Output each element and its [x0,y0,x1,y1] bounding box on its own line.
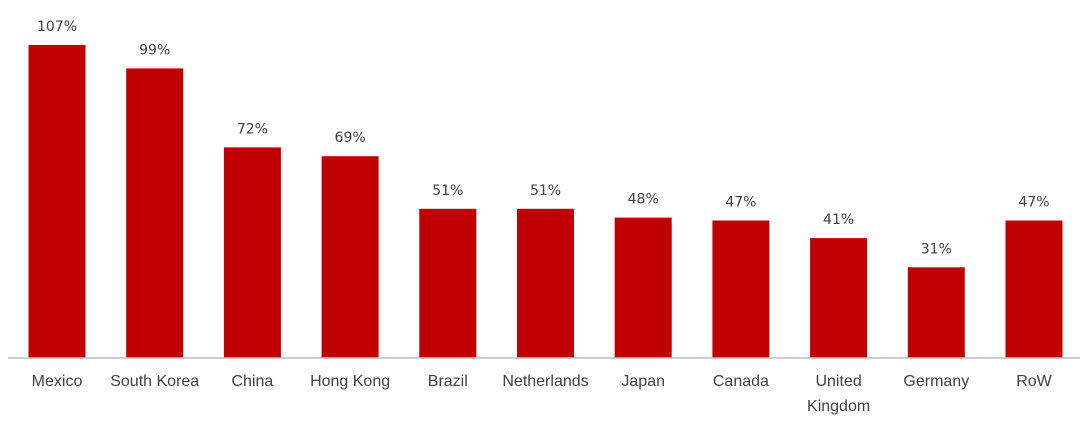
data-label: 69% [335,130,366,146]
data-label: 107% [37,19,77,35]
data-label: 48% [628,192,659,208]
data-label: 47% [1018,195,1049,211]
bar-hong-kong [321,156,379,358]
bar-mexico [28,45,86,358]
category-label: Netherlands [502,373,588,390]
bar-united-kingdom [810,238,868,358]
category-label: Japan [621,373,665,390]
bar-canada [712,220,770,358]
bar-row [1005,220,1063,358]
bar-brazil [419,208,477,358]
data-label: 31% [921,241,952,257]
bars-layer [28,45,1063,359]
data-label: 41% [823,212,854,228]
bar-netherlands [517,208,574,358]
category-label: Canada [713,373,769,390]
data-label: 99% [139,42,170,58]
category-label: United Kingdom [807,373,870,415]
data-label: 47% [725,195,756,211]
bar-south-korea [126,68,184,359]
category-label: South Korea [110,373,199,390]
category-label: Brazil [428,373,468,390]
category-labels-layer: Mexico South Korea China Hong Kong Brazil Net… [32,373,1053,415]
data-label: 51% [432,183,463,199]
category-label: Germany [903,373,969,390]
category-label: Hong Kong [310,373,390,390]
category-label: RoW [1016,373,1052,390]
bar-china [223,147,281,358]
value-labels-layer: 107% 99% 72% 69% 51% 51% 48% 47% 41% 31% 47% [37,19,1050,257]
bar-germany [907,267,965,358]
data-label: 72% [237,121,268,137]
data-label: 51% [530,183,561,199]
bar-japan [614,217,672,358]
category-label: Mexico [32,373,83,390]
category-label: China [231,373,273,390]
